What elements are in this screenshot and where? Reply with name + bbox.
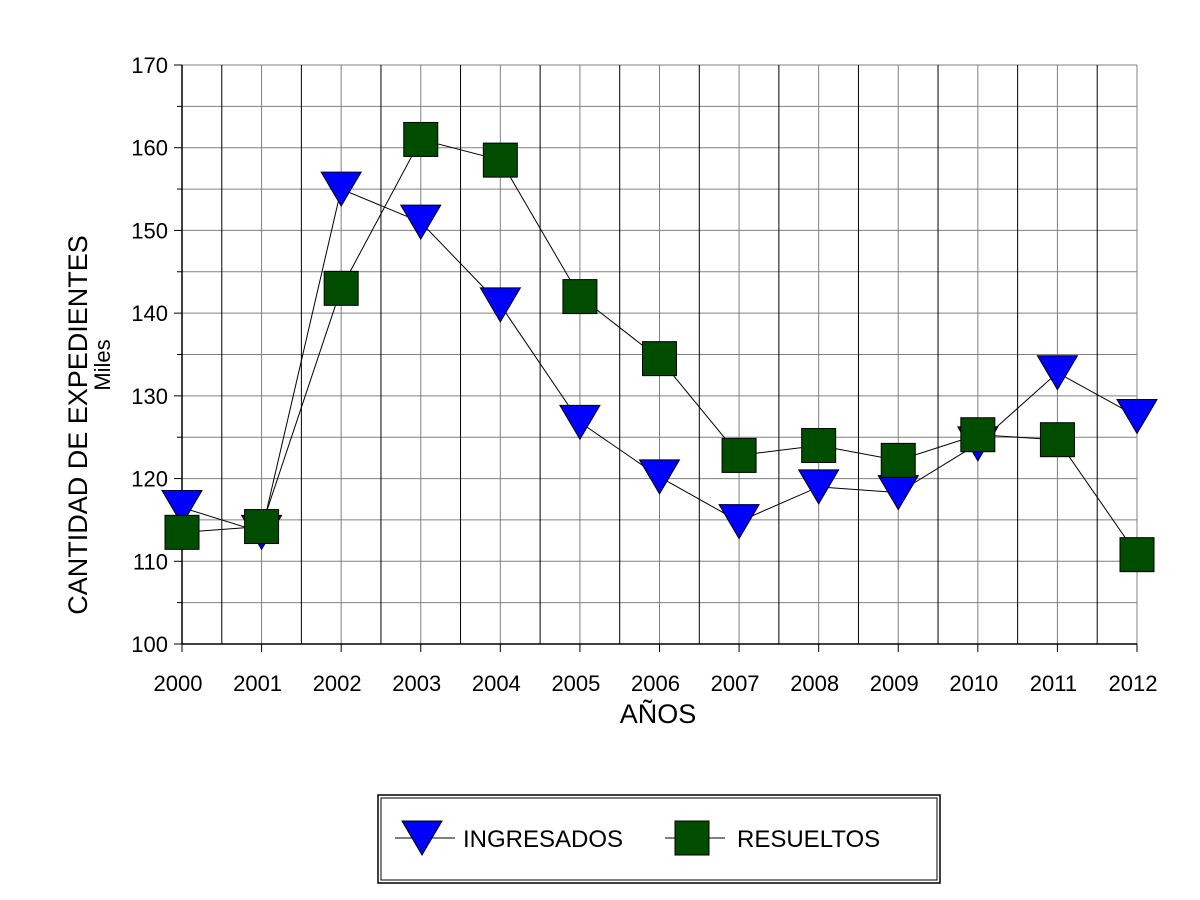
x-tick-label: 2008 <box>790 671 839 696</box>
data-point-resueltos <box>960 417 996 453</box>
data-point-ingresados <box>1036 355 1079 391</box>
y-tick-label: 120 <box>131 467 168 492</box>
legend: INGRESADOS RESUELTOS <box>377 794 941 884</box>
x-tick-label: 2012 <box>1109 671 1158 696</box>
y-tick-label: 150 <box>131 218 168 243</box>
x-tick-label: 2002 <box>313 671 362 696</box>
data-point-ingresados <box>797 469 840 505</box>
y-tick-label: 100 <box>131 632 168 657</box>
data-point-resueltos <box>244 509 280 545</box>
x-tick-label: 2003 <box>392 671 441 696</box>
legend-marker-triangle <box>401 820 443 856</box>
data-point-resueltos <box>482 142 518 178</box>
y-axis-unit-label: Miles <box>90 339 115 390</box>
legend-label: RESUELTOS <box>737 826 880 853</box>
data-point-resueltos <box>801 427 837 463</box>
data-point-ingresados <box>161 490 203 526</box>
x-tick-label: 2004 <box>472 671 521 696</box>
data-point-resueltos <box>1119 537 1155 573</box>
x-tick-label: 2010 <box>949 671 998 696</box>
y-tick-label: 130 <box>131 384 168 409</box>
x-axis-title: AÑOS <box>620 698 697 729</box>
grid <box>181 64 1138 645</box>
data-point-ingresados <box>479 287 522 323</box>
y-tick-label: 160 <box>131 136 168 161</box>
data-point-resueltos <box>403 121 439 157</box>
x-tick-label: 2000 <box>154 671 203 696</box>
y-tick-label: 170 <box>131 53 168 78</box>
x-tick-label: 2005 <box>551 671 600 696</box>
data-point-resueltos <box>1039 422 1075 458</box>
x-tick-labels: 2000 2001 2002 2003 2004 2005 2006 2007 2008 2009… <box>154 671 1158 696</box>
data-point-resueltos <box>164 514 200 550</box>
y-tick-label: 110 <box>133 549 168 574</box>
x-tick-label: 2001 <box>233 671 282 696</box>
x-tick-label: 2006 <box>631 671 680 696</box>
x-tick-label: 2009 <box>870 671 919 696</box>
legend-frame <box>377 794 941 884</box>
y-tick-labels: 100 110 120 130 140 150 160 170 <box>131 53 168 657</box>
data-point-ingresados <box>559 404 601 441</box>
data-point-ingresados <box>320 171 363 208</box>
data-point-ingresados <box>399 204 442 241</box>
markers-resueltos <box>164 121 1155 573</box>
data-point-resueltos <box>880 442 916 478</box>
legend-label: INGRESADOS <box>463 826 623 853</box>
data-point-ingresados <box>1116 399 1158 435</box>
data-point-resueltos <box>562 279 598 315</box>
y-tick-label: 140 <box>131 301 168 326</box>
data-point-resueltos <box>721 437 757 473</box>
data-point-resueltos <box>642 341 677 377</box>
y-axis-title: CANTIDAD DE EXPEDIENTES <box>63 235 93 615</box>
legend-frame-inner <box>380 797 938 881</box>
x-tick-label: 2007 <box>711 671 760 696</box>
legend-item-resueltos: RESUELTOS <box>665 820 880 856</box>
legend-item-ingresados: INGRESADOS <box>395 820 623 856</box>
legend-marker-square <box>674 820 710 856</box>
data-point-resueltos <box>323 270 359 306</box>
series-group <box>161 121 1158 573</box>
data-point-ingresados <box>638 459 681 495</box>
x-tick-label: 2011 <box>1030 671 1077 696</box>
data-point-ingresados <box>718 504 760 540</box>
